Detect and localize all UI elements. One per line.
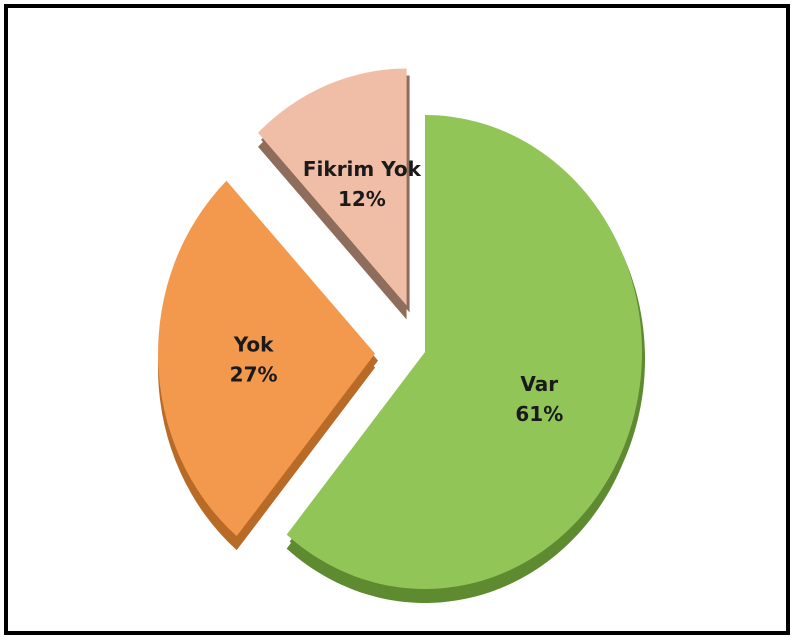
slice-yok <box>158 180 376 537</box>
slice-tops <box>158 68 643 589</box>
slice-label-var-value: 61% <box>515 402 563 426</box>
slice-label-fikrim-yok-value: 12% <box>338 187 386 211</box>
slice-label-var-name: Var <box>520 372 558 396</box>
slice-label-yok-name: Yok <box>233 333 274 357</box>
slice-var <box>286 114 643 589</box>
slice-labels: Var 61% Yok 27% Fikrim Yok 12% <box>230 157 564 426</box>
slice-label-yok-value: 27% <box>230 363 278 387</box>
slice-fikrim-yok <box>258 68 407 306</box>
slice-label-fikrim-yok-name: Fikrim Yok <box>303 157 422 181</box>
